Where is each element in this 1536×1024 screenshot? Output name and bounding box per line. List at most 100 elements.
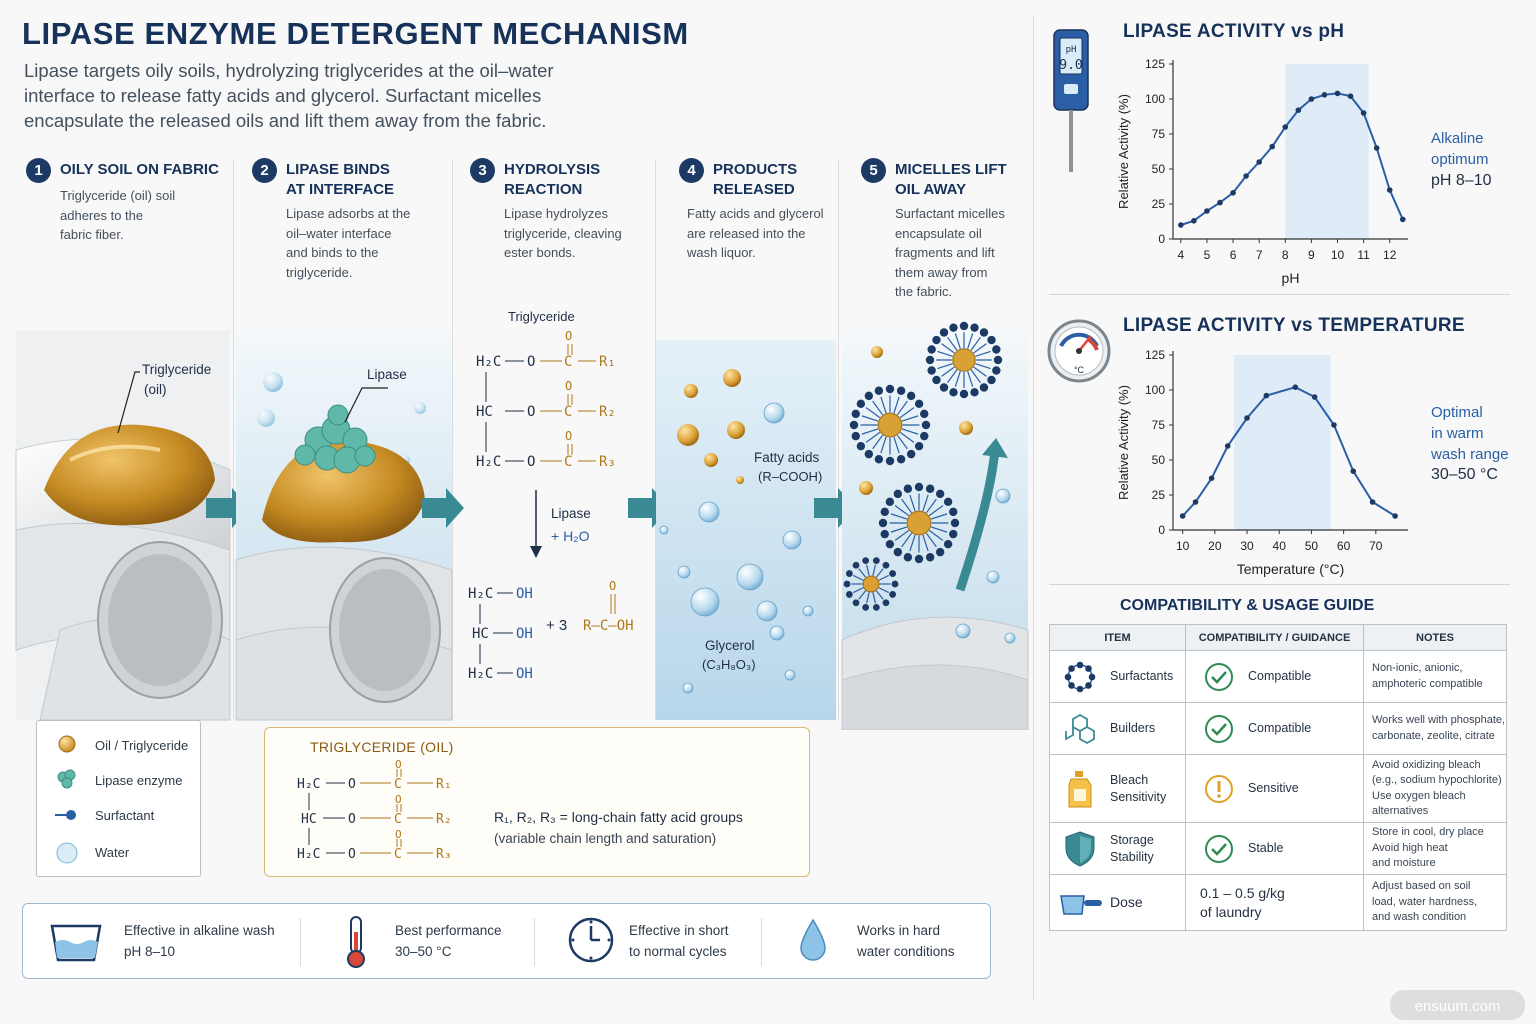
data-point	[1347, 93, 1354, 99]
svg-text:O: O	[395, 793, 402, 806]
table-header-item: ITEM	[1049, 624, 1186, 651]
optimum-range-band	[1234, 355, 1331, 530]
arrow-right-icon	[422, 488, 464, 528]
data-point	[1208, 475, 1215, 481]
oil-label: (oil)	[144, 382, 167, 397]
data-point	[1331, 422, 1337, 428]
alkaline-wash-text: Effective in alkaline wash pH 8–10	[124, 923, 275, 959]
y-tick-label: 100	[1145, 383, 1165, 397]
triglyceride-box-title: TRIGLYCERIDE (OIL)	[310, 739, 454, 755]
table-item-label: Surfactants	[1110, 669, 1174, 683]
data-point	[1204, 208, 1210, 214]
x-tick-label: 6	[1230, 248, 1237, 262]
chart-divider	[1049, 294, 1510, 295]
triglyceride-label: Triglyceride	[142, 362, 211, 377]
step-number: 5	[861, 158, 886, 183]
x-axis-label: pH	[1282, 270, 1300, 286]
svg-text:O: O	[348, 847, 356, 862]
data-point	[1373, 145, 1380, 151]
svg-text:HC: HC	[472, 626, 489, 642]
x-axis-label: Temperature (°C)	[1237, 561, 1345, 577]
ph-meter-label: pH	[1066, 45, 1077, 55]
y-tick-label: 50	[1152, 162, 1166, 176]
step-number: 2	[252, 158, 277, 183]
x-tick-label: 60	[1337, 539, 1351, 553]
svg-text:O: O	[348, 777, 356, 792]
svg-text:R₂: R₂	[436, 812, 452, 827]
y-tick-label: 75	[1152, 418, 1166, 432]
ph-chart-title: LIPASE ACTIVITY vs pH	[1123, 21, 1345, 42]
r-groups-note: (variable chain length and saturation)	[494, 831, 717, 846]
data-point	[1282, 124, 1289, 130]
step-5: 5 Micelles lift oil away Surfactant mice…	[861, 158, 1061, 308]
bar-divider	[300, 918, 301, 966]
svg-text:H₂C: H₂C	[476, 354, 501, 370]
surfactant-micelle-icon	[843, 321, 1003, 611]
data-point	[1191, 218, 1197, 224]
svg-text:R₂: R₂	[599, 404, 616, 420]
glycerol-formula: (C₃H₈O₃)	[702, 657, 756, 672]
step-2: 2 Lipase binds at interface Lipase adsor…	[252, 158, 452, 288]
y-tick-label: 25	[1152, 197, 1166, 211]
svg-text:R₁: R₁	[436, 777, 452, 792]
glycerol-label: Glycerol	[705, 638, 755, 653]
bar-divider	[534, 918, 535, 966]
legend-item-surfactant: Surfactant	[95, 808, 155, 823]
svg-text:OH: OH	[516, 666, 533, 682]
data-point	[1217, 199, 1223, 206]
table-guidance: Compatible	[1248, 721, 1312, 735]
x-tick-label: 11	[1357, 248, 1370, 262]
data-point	[1230, 190, 1236, 196]
water-reactant: + H₂O	[551, 528, 590, 544]
svg-text:O: O	[348, 812, 356, 827]
table-header-guidance: COMPATIBILITY / GUIDANCE	[1185, 624, 1364, 651]
reaction-title: Triglyceride	[508, 309, 575, 324]
warning-circle-icon	[1204, 774, 1234, 804]
svg-text:H₂C: H₂C	[476, 454, 501, 470]
y-axis-label: Relative Activity (%)	[1116, 385, 1131, 500]
svg-text:H₂C: H₂C	[468, 586, 493, 602]
page-title: LIPASE ENZYME DETERGENT MECHANISM	[22, 16, 689, 51]
svg-text:HC: HC	[301, 812, 317, 827]
svg-text:R₁: R₁	[599, 354, 616, 370]
table-guidance: 0.1 – 0.5 g/kg of laundry	[1200, 884, 1285, 920]
step-divider	[452, 160, 453, 720]
table-note: Avoid oxidizing bleach (e.g., sodium hyp…	[1372, 758, 1502, 818]
table-guidance: Sensitive	[1248, 781, 1299, 795]
table-guidance: Compatible	[1248, 669, 1312, 683]
basin-water-icon	[50, 924, 102, 962]
data-point	[1179, 513, 1186, 519]
data-point	[1308, 96, 1315, 102]
svg-text:OH: OH	[516, 586, 533, 602]
x-tick-label: 8	[1282, 248, 1289, 262]
fatty-acids-label: Fatty acids	[754, 450, 820, 465]
svg-text:O: O	[527, 404, 535, 420]
table-item-label: Bleach Sensitivity	[1110, 772, 1167, 804]
y-tick-label: 100	[1145, 92, 1165, 106]
check-circle-icon	[1204, 834, 1234, 864]
temp-chart-note: Optimal in warm wash range	[1431, 404, 1509, 463]
panel-oily-fiber: Triglyceride (oil)	[15, 330, 231, 721]
shield-icon	[1058, 830, 1102, 868]
svg-text:H₂C: H₂C	[468, 666, 493, 682]
carboxylic-acid-group: R—C—OH	[583, 618, 634, 634]
y-axis-label: Relative Activity (%)	[1116, 94, 1131, 209]
y-tick-label: 75	[1152, 127, 1166, 141]
step-title: Lipase binds at interface	[286, 161, 395, 198]
svg-text:H₂C: H₂C	[297, 777, 320, 792]
table-item-label: Dose	[1110, 894, 1143, 910]
svg-text:H₂C: H₂C	[297, 847, 320, 862]
legend: Oil / Triglyceride Lipase enzyme Surfact…	[36, 720, 201, 877]
legend-item-lipase: Lipase enzyme	[95, 773, 183, 788]
data-point	[1334, 90, 1341, 97]
y-tick-label: 25	[1152, 488, 1166, 502]
data-point	[1269, 143, 1276, 150]
bleach-bottle-icon	[1058, 769, 1102, 809]
data-point	[1192, 499, 1199, 505]
step-description: Surfactant micelles encapsulate oil frag…	[895, 206, 1005, 299]
temperature-activity-chart: 0 25 50 75 100 125 10 20 30 40 50 60 70 Temperature (…	[1116, 348, 1408, 577]
right-divider	[1033, 16, 1034, 1001]
y-tick-label: 125	[1145, 348, 1165, 362]
data-point	[1350, 468, 1357, 474]
clock-icon	[568, 917, 614, 963]
